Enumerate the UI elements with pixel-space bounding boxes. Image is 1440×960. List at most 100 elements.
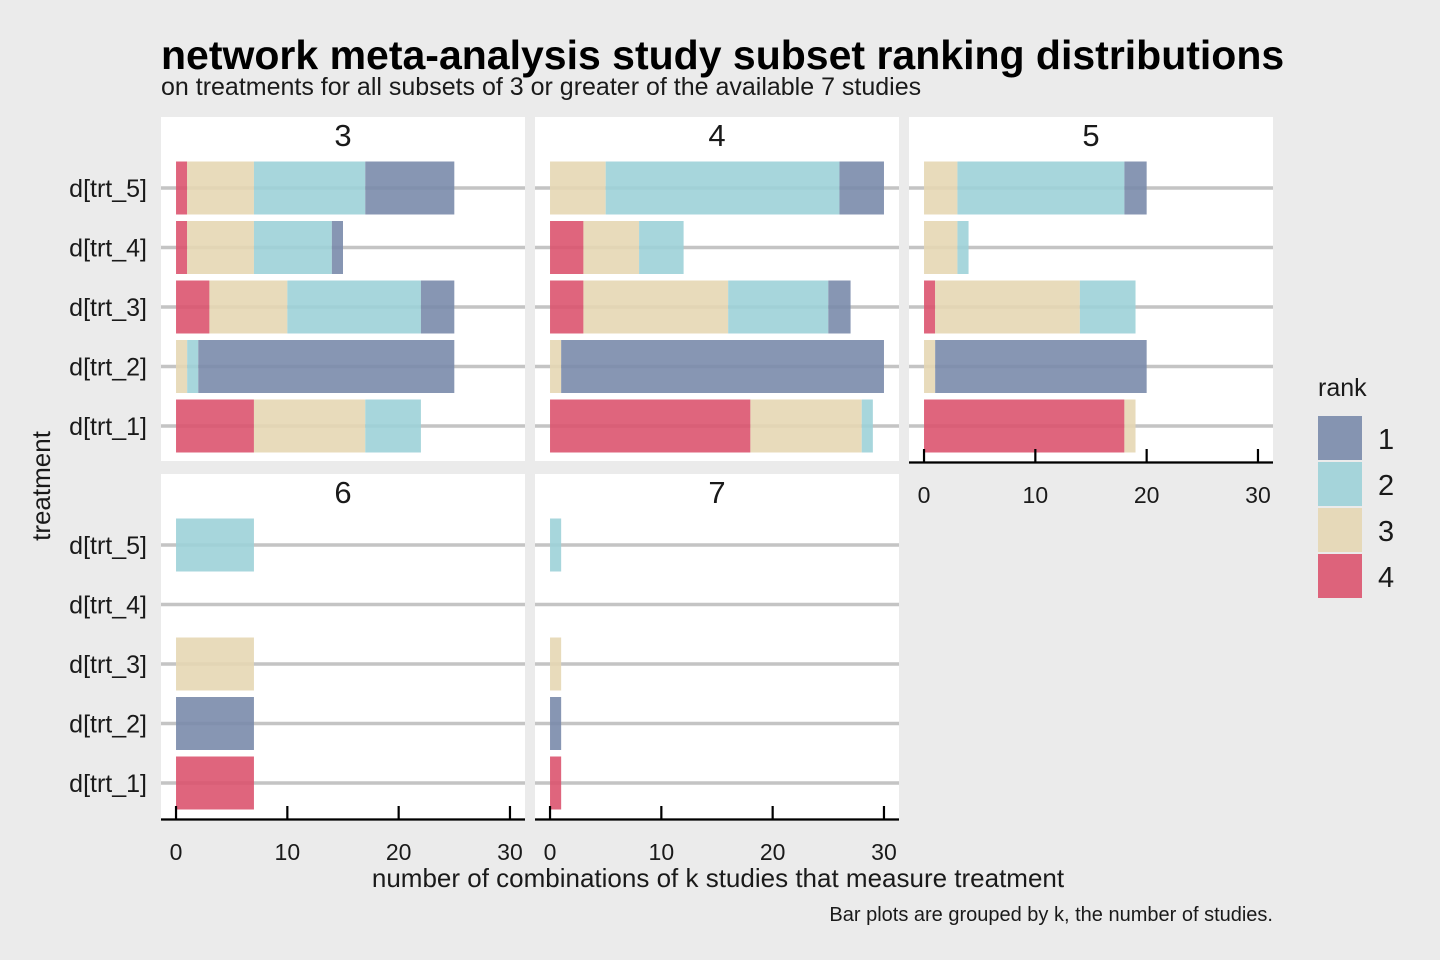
bar-segment-rank-3 [187,161,254,215]
y-tick-label: d[trt_5] [69,175,147,203]
x-tick-label: 20 [1134,482,1160,508]
x-axis-title: number of combinations of k studies that… [372,863,1065,893]
facet-strip [535,117,899,153]
facet-label: 6 [334,475,351,510]
bar-segment-rank-2 [365,399,421,453]
bar-segment-rank-4 [550,280,584,334]
legend-key-1 [1318,416,1362,460]
x-tick-label: 10 [649,839,675,865]
facet-panel-7: 7 0 10 20 30 [535,474,899,865]
facet-panel-4: 4 [535,117,899,461]
bar-segment-rank-1 [198,340,455,393]
x-tick-label: 0 [544,839,557,865]
bar-segment-rank-2 [287,280,421,334]
legend-title: rank [1318,374,1367,402]
facet-strip [161,117,525,153]
y-axis-title: treatment [26,430,56,541]
bar-segment-rank-2 [550,518,562,572]
bar-segment-rank-1 [839,161,884,215]
facet-label: 3 [334,118,351,153]
bar-segment-rank-1 [935,340,1147,393]
x-tick-label: 30 [497,839,523,865]
bar-segment-rank-3 [583,280,729,334]
bar-segment-rank-3 [1124,399,1136,453]
x-tick-label: 0 [918,482,931,508]
chart-title: network meta-analysis study subset ranki… [161,32,1284,78]
y-tick-label: d[trt_3] [69,651,147,679]
facet-panels: 3 d[trt_1] d[trt_2] d[trt_3] d[trt_4] d[trt_5… [69,117,1273,865]
x-tick-label: 30 [1245,482,1271,508]
legend-key-4 [1318,554,1362,598]
bar-segment-rank-4 [550,756,562,810]
facet-label: 5 [1082,118,1099,153]
bar-segment-rank-4 [176,161,188,215]
x-tick-label: 10 [275,839,301,865]
facet-strip [535,474,899,510]
bar-segment-rank-2 [957,221,969,274]
y-tick-label: d[trt_3] [69,294,147,322]
bar-segment-rank-1 [420,280,455,334]
y-tick-label: d[trt_4] [69,235,147,263]
bar-segment-rank-3 [550,340,562,393]
facet-panel-6: 6 d[trt_1] d[trt_2] d[trt_3] d[trt_4] d[trt_5… [69,474,525,865]
legend: rank 1 2 3 4 [1318,374,1394,598]
facet-panel-5: 5 0 10 20 30 [909,117,1273,508]
bar-segment-rank-2 [605,161,840,215]
bar-segment-rank-2 [187,340,199,393]
bar-segment-rank-4 [924,399,1125,453]
chart-subtitle: on treatments for all subsets of 3 or gr… [161,73,921,101]
bar-segment-rank-4 [176,756,254,810]
bar-segment-rank-4 [550,221,584,274]
x-tick-label: 20 [760,839,786,865]
bar-segment-rank-2 [861,399,873,453]
bar-segment-rank-2 [176,518,254,572]
facet-panel-3: 3 d[trt_1] d[trt_2] d[trt_3] d[trt_4] d[trt_5… [69,117,525,461]
bar-segment-rank-1 [176,697,254,750]
x-tick-label: 30 [871,839,897,865]
bar-segment-rank-3 [187,221,254,274]
bar-segment-rank-3 [750,399,862,453]
bar-segment-rank-4 [176,221,188,274]
bar-segment-rank-3 [253,399,366,453]
facet-label: 4 [708,118,725,153]
bar-segment-rank-3 [583,221,640,274]
legend-label: 1 [1378,424,1394,456]
y-tick-label: d[trt_2] [69,354,147,382]
bar-segment-rank-3 [550,161,606,215]
bar-segment-rank-3 [176,340,188,393]
bar-segment-rank-3 [924,221,958,274]
bar-segment-rank-1 [1124,161,1147,215]
facet-strip [909,117,1273,153]
bar-segment-rank-3 [176,637,254,691]
y-tick-label: d[trt_4] [69,592,147,620]
legend-key-2 [1318,462,1362,506]
bar-segment-rank-2 [728,280,829,334]
y-tick-label: d[trt_2] [69,711,147,739]
bar-segment-rank-3 [924,161,958,215]
y-tick-label: d[trt_1] [69,770,147,798]
bar-segment-rank-3 [209,280,288,334]
bar-segment-rank-2 [253,221,332,274]
bar-segment-rank-2 [639,221,684,274]
bar-segment-rank-4 [550,399,751,453]
bar-segment-rank-4 [176,399,254,453]
bar-segment-rank-4 [176,280,210,334]
legend-label: 3 [1378,516,1394,548]
y-tick-label: d[trt_1] [69,413,147,441]
bar-segment-rank-3 [935,280,1080,334]
facet-strip [161,474,525,510]
legend-label: 4 [1378,562,1394,594]
bar-segment-rank-2 [1079,280,1136,334]
x-tick-label: 0 [170,839,183,865]
bar-segment-rank-1 [561,340,884,393]
bar-segment-rank-3 [550,637,562,691]
bar-segment-rank-3 [924,340,936,393]
bar-segment-rank-1 [550,697,562,750]
bar-segment-rank-1 [331,221,343,274]
bar-segment-rank-4 [924,280,936,334]
bar-segment-rank-2 [253,161,366,215]
bar-segment-rank-2 [957,161,1125,215]
bar-segment-rank-1 [365,161,455,215]
y-tick-label: d[trt_5] [69,532,147,560]
